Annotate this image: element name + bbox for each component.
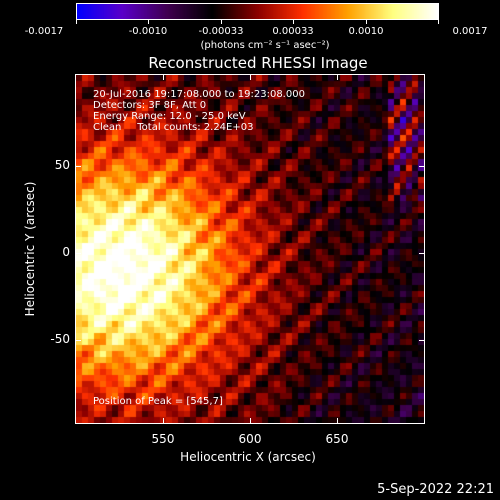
y-tick bbox=[75, 166, 81, 167]
info-energy-range: Energy Range: 12.0 - 25.0 keV bbox=[93, 111, 246, 122]
colorbar-tick bbox=[76, 19, 77, 24]
colorbar-tick bbox=[366, 19, 367, 24]
y-tick bbox=[75, 340, 81, 341]
x-tick-label: 600 bbox=[238, 432, 262, 446]
colorbar-tick bbox=[438, 19, 439, 24]
y-tick bbox=[75, 253, 81, 254]
colorbar-label: -0.0010 bbox=[128, 26, 168, 37]
colorbar-label: 0.0017 bbox=[452, 26, 488, 37]
y-tick-label: 50 bbox=[54, 158, 70, 172]
x-tick bbox=[250, 418, 251, 424]
footer-date: 5-Sep-2022 22:21 bbox=[377, 482, 494, 497]
y-tick bbox=[419, 340, 425, 341]
x-tick bbox=[163, 74, 164, 80]
y-tick bbox=[419, 253, 425, 254]
y-tick-label: -50 bbox=[50, 332, 70, 346]
colorbar-tick bbox=[293, 19, 294, 24]
x-tick bbox=[163, 418, 164, 424]
x-tick bbox=[250, 74, 251, 80]
info-total-counts: Clean Total counts: 2.24E+03 bbox=[93, 122, 254, 133]
image-panel: 20-Jul-2016 19:17:08.000 to 19:23:08.000… bbox=[75, 74, 425, 424]
colorbar-label: -0.0017 bbox=[24, 26, 64, 37]
plot-title: Reconstructed RHESSI Image bbox=[148, 54, 368, 72]
colorbar-label: -0.00033 bbox=[198, 26, 244, 37]
peak-position: Position of Peak = [545,7] bbox=[93, 396, 223, 407]
x-tick bbox=[337, 74, 338, 80]
colorbar-tick bbox=[221, 19, 222, 24]
x-axis-title: Heliocentric X (arcsec) bbox=[180, 450, 316, 464]
y-axis-title: Heliocentric Y (arcsec) bbox=[23, 181, 37, 317]
x-tick bbox=[337, 418, 338, 424]
rhessi-image bbox=[76, 75, 424, 423]
info-detectors: Detectors: 3F 8F, Att 0 bbox=[93, 100, 207, 111]
y-tick-label: 0 bbox=[62, 245, 70, 259]
y-tick bbox=[419, 166, 425, 167]
x-tick-label: 650 bbox=[325, 432, 349, 446]
colorbar-tick bbox=[148, 19, 149, 24]
colorbar-label: 0.0010 bbox=[348, 26, 384, 37]
colorbar-units: (photons cm⁻² s⁻¹ asec⁻²) bbox=[200, 40, 330, 51]
colorbar bbox=[76, 3, 439, 20]
x-tick-label: 550 bbox=[151, 432, 175, 446]
colorbar-label: 0.00033 bbox=[272, 26, 314, 37]
info-time-range: 20-Jul-2016 19:17:08.000 to 19:23:08.000 bbox=[93, 89, 305, 100]
